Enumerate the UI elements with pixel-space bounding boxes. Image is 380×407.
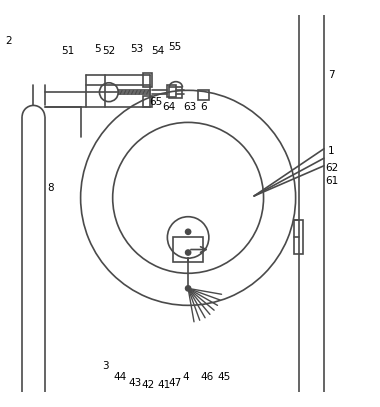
Bar [143,73,152,87]
Text: 3: 3 [102,361,108,371]
Bar [173,237,203,262]
Bar [198,90,209,100]
Bar [143,96,152,107]
Text: 54: 54 [151,46,165,56]
Text: 41: 41 [157,380,170,389]
Text: 63: 63 [184,102,196,112]
Text: 55: 55 [168,42,182,52]
Text: 61: 61 [325,176,338,186]
Circle shape [185,286,191,291]
Bar [294,221,303,254]
Text: 52: 52 [102,46,116,56]
Text: 44: 44 [114,372,127,382]
Bar [169,88,182,98]
Text: 8: 8 [47,184,54,193]
Text: 1: 1 [328,146,335,156]
Circle shape [185,229,191,234]
Text: 62: 62 [325,163,338,173]
Text: 5: 5 [94,44,101,54]
Text: 43: 43 [129,378,142,388]
Text: 53: 53 [131,44,144,54]
Circle shape [185,250,191,255]
Text: 65: 65 [149,96,163,107]
Bar [167,85,176,97]
Text: 46: 46 [200,372,214,382]
Text: 42: 42 [142,380,155,389]
Text: 47: 47 [168,378,182,388]
Text: 2: 2 [6,36,12,46]
Text: 51: 51 [61,46,74,56]
Text: 4: 4 [183,372,190,382]
Text: 6: 6 [200,102,206,112]
Text: 64: 64 [163,102,176,112]
Text: 7: 7 [328,70,335,80]
Text: 45: 45 [217,372,231,382]
